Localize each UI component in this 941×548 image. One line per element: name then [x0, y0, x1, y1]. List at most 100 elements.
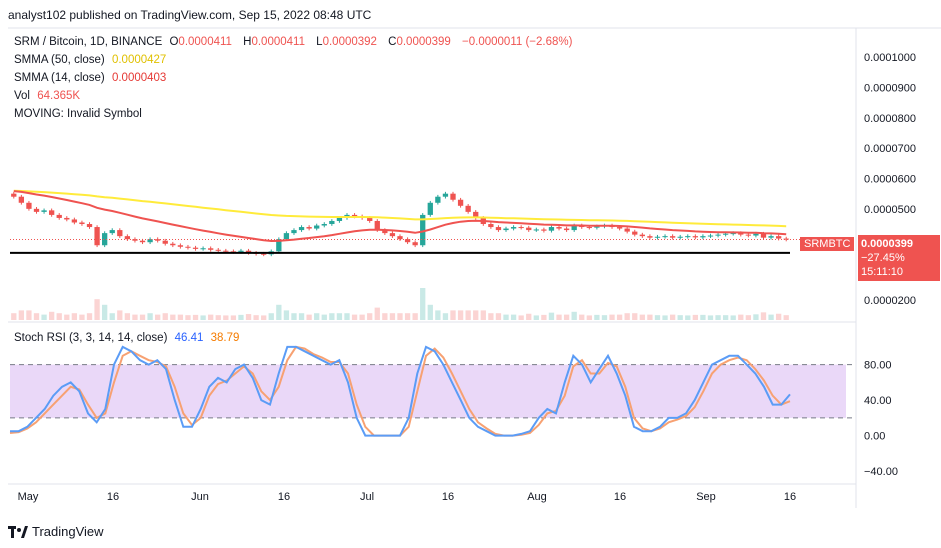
time-tick-label: Aug	[527, 491, 547, 503]
ohlc-legend: SRM / Bitcoin, 1D, BINANCE O0.0000411 H0…	[14, 36, 573, 48]
volume-bar	[669, 314, 676, 320]
stoch-tick-label: −40.00	[864, 466, 898, 478]
volume-bar	[677, 315, 683, 320]
volume-bar	[86, 313, 93, 320]
volume-bar	[442, 313, 449, 320]
volume-bar	[359, 314, 365, 320]
volume-bar	[450, 310, 456, 320]
price-tag-price: 0.0000399	[861, 238, 913, 250]
volume-bar	[510, 314, 517, 320]
candle-body	[94, 227, 100, 246]
volume-bar	[162, 313, 168, 320]
candle-body	[450, 193, 456, 200]
volume-bar	[124, 313, 131, 320]
volume-bar	[556, 314, 562, 320]
candle-body	[64, 217, 70, 220]
volume-bar	[94, 299, 100, 320]
candle-body	[473, 211, 479, 218]
candle-body	[314, 225, 320, 229]
price-tag-symbol: SRMBTC	[800, 237, 855, 251]
price-tick-label: 0.0000700	[864, 143, 916, 155]
volume-bar	[344, 313, 350, 320]
volume-bar	[616, 314, 623, 320]
volume-bar	[132, 314, 138, 320]
high-value: 0.0000411	[251, 36, 305, 48]
volume-bar	[730, 315, 736, 320]
candle-body	[374, 220, 380, 231]
volume-bar	[177, 314, 184, 320]
tradingview-logo[interactable]: TradingView	[8, 524, 104, 539]
price-tick-label: 0.0000900	[864, 82, 916, 94]
candle-body	[692, 236, 698, 238]
candle-body	[185, 246, 191, 248]
volume-bar	[503, 314, 509, 320]
candle-body	[632, 231, 638, 235]
candle-body	[109, 230, 115, 234]
volume-bar	[245, 314, 252, 320]
candle-body	[465, 205, 471, 212]
volume-bar	[526, 313, 532, 320]
candle-body	[775, 236, 782, 239]
volume-bar	[276, 304, 282, 320]
volume-bar	[208, 314, 214, 320]
price-tick-label: 0.0000500	[864, 204, 916, 216]
volume-bars	[11, 288, 789, 320]
time-axis: May 16 Jun 16 Jul 16 Aug 16 Sep 16	[18, 491, 797, 503]
moving-legend: MOVING: Invalid Symbol	[14, 108, 142, 120]
candle-body	[238, 250, 244, 252]
sma50-line	[13, 189, 787, 228]
candle-body	[291, 230, 297, 234]
candle-body	[261, 253, 267, 255]
volume-bar	[79, 314, 85, 320]
volume-bar	[647, 314, 653, 320]
candle-body	[18, 196, 25, 203]
volume-bar	[586, 315, 592, 320]
volume-bar	[692, 314, 698, 320]
volume-bar	[329, 313, 335, 320]
candle-body	[200, 248, 206, 250]
volume-bar	[397, 313, 403, 320]
volume-bar	[18, 310, 25, 320]
volume-bar	[109, 313, 115, 320]
candle-body	[677, 236, 683, 238]
volume-bar	[336, 313, 343, 320]
candle-body	[420, 214, 426, 246]
sma50-legend: SMMA (50, close) 0.0000427	[14, 54, 167, 66]
candle-body	[594, 226, 600, 228]
candle-body	[639, 234, 645, 237]
time-tick-label: 16	[442, 491, 454, 503]
candle-body	[760, 233, 767, 238]
volume-bar	[783, 315, 789, 320]
stoch-tick-label: 0.00	[864, 431, 885, 443]
candle-body	[397, 236, 403, 240]
volume-bar	[579, 314, 585, 320]
volume-bar	[351, 314, 358, 320]
candle-body	[412, 242, 418, 246]
volume-bar	[389, 313, 396, 320]
candle-body	[533, 229, 539, 231]
candle-body	[548, 227, 555, 231]
candle-body	[488, 224, 494, 228]
candle-body	[11, 193, 17, 197]
volume-bar	[306, 314, 312, 320]
candle-body	[132, 239, 138, 241]
price-tag-change: −27.45%	[861, 252, 905, 264]
candle-body	[41, 210, 47, 212]
stoch-band	[10, 364, 856, 419]
volume-bar	[261, 315, 267, 320]
tradingview-brand: TradingView	[32, 524, 104, 539]
volume-bar	[420, 288, 426, 320]
volume-bar	[775, 313, 782, 320]
price-tag-timer: 15:11:10	[861, 266, 904, 278]
candle-body	[541, 229, 547, 231]
candle-body	[329, 220, 335, 225]
volume-bar	[404, 313, 411, 320]
candle-body	[768, 236, 774, 238]
candle-body	[722, 233, 729, 235]
volume-bar	[722, 315, 729, 320]
volume-bar	[707, 315, 714, 320]
candle-body	[382, 230, 388, 234]
volume-bar	[71, 313, 78, 320]
volume-bar	[268, 313, 274, 320]
